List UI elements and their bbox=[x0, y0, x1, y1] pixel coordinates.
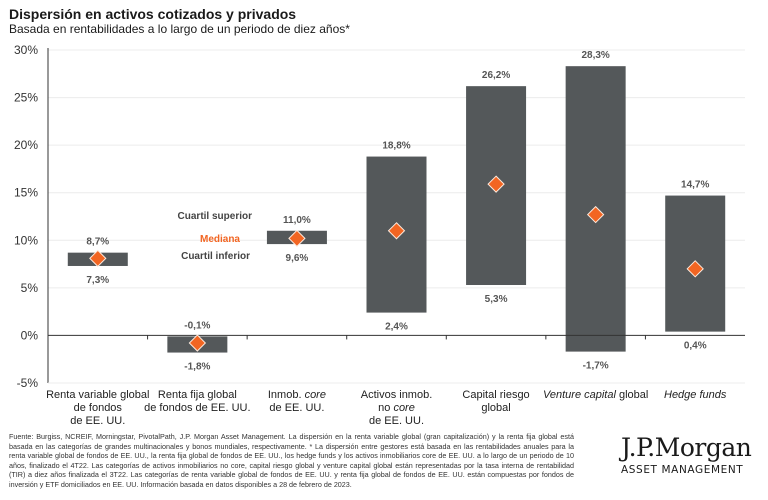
x-category-label: Hedge funds bbox=[635, 389, 755, 402]
median-marker bbox=[288, 229, 306, 248]
x-category-label-line: de fondos bbox=[73, 402, 122, 414]
y-tick-label: -5% bbox=[17, 376, 39, 390]
y-tick-label: 25% bbox=[14, 91, 38, 105]
italic-term: Hedge funds bbox=[664, 389, 727, 401]
y-tick-label: 20% bbox=[14, 138, 38, 152]
inline-legend: Cuartil superior Mediana Cuartil inferio… bbox=[178, 211, 253, 262]
median-marker bbox=[586, 205, 605, 224]
upper-quartile-label: 28,3% bbox=[581, 50, 609, 61]
x-category-label-line: Capital riesgo bbox=[462, 389, 530, 401]
x-category-label: Capital riesgo global bbox=[436, 389, 556, 415]
upper-quartile-label: 18,8% bbox=[382, 141, 410, 152]
lower-quartile-label: -1,7% bbox=[583, 361, 609, 372]
x-category-label-line: no core bbox=[378, 402, 415, 414]
x-category-label: Activos inmob. no core de EE. UU. bbox=[337, 389, 457, 428]
legend-median: Mediana bbox=[200, 234, 240, 245]
y-tick-label: 30% bbox=[14, 43, 38, 57]
legend-lower-quartile: Cuartil inferior bbox=[181, 251, 250, 262]
lower-quartile-label: -1,8% bbox=[184, 362, 210, 373]
source-footnote: Fuente: Burgiss, NCREIF, Morningstar, Pi… bbox=[9, 432, 574, 489]
data-labels: 8,7% 7,3% -0,1% -1,8% 11,0% 9,6% 18,8% 2,4% 26,2… bbox=[86, 50, 709, 372]
italic-term: core bbox=[393, 402, 415, 414]
range-bars bbox=[67, 66, 726, 353]
median-marker bbox=[686, 260, 704, 278]
jpmorgan-logo: J.P.Morgan ASSET MANAGEMENT bbox=[621, 433, 752, 477]
logo-subtitle: ASSET MANAGEMENT bbox=[621, 464, 744, 476]
median-marker bbox=[487, 175, 505, 193]
x-category-label-line: de EE. UU. bbox=[269, 402, 325, 414]
x-category-label-line: Renta fija global bbox=[157, 389, 237, 401]
chart-subtitle: Basada en rentabilidades a lo largo de u… bbox=[9, 22, 350, 36]
y-tick-label: 15% bbox=[14, 186, 38, 200]
lower-quartile-label: 7,3% bbox=[86, 275, 109, 286]
italic-term: core bbox=[304, 389, 326, 401]
lower-quartile-label: 2,4% bbox=[385, 322, 408, 333]
upper-quartile-label: 14,7% bbox=[681, 180, 709, 191]
axes bbox=[47, 48, 745, 384]
x-category-label: Renta fija global de fondos de EE. UU. bbox=[137, 389, 257, 415]
x-category-label-line: de EE. UU. bbox=[70, 415, 126, 427]
x-category-label-line: Venture capital global bbox=[542, 389, 649, 401]
upper-quartile-label: 8,7% bbox=[86, 237, 109, 248]
x-category-label: Inmob. core de EE. UU. bbox=[237, 389, 357, 415]
x-category-label-line: Hedge funds bbox=[635, 389, 755, 402]
y-tick-label: 0% bbox=[21, 328, 39, 342]
lower-quartile-label: 5,3% bbox=[485, 294, 508, 305]
upper-quartile-label: 11,0% bbox=[283, 215, 311, 226]
y-axis-ticks: 30% 25% 20% 15% 10% 5% 0% -5% bbox=[14, 43, 38, 390]
italic-term: Venture capital bbox=[542, 389, 616, 401]
x-category-label-line: Inmob. core bbox=[267, 389, 326, 401]
chart-title: Dispersión en activos cotizados y privad… bbox=[9, 6, 297, 22]
y-tick-label: 5% bbox=[21, 281, 39, 295]
upper-quartile-label: -0,1% bbox=[184, 320, 210, 331]
y-tick-label: 10% bbox=[14, 233, 38, 247]
x-category-label: Venture capital global bbox=[536, 389, 656, 402]
x-category-label: Renta variable global de fondos de EE. UU. bbox=[38, 389, 158, 428]
median-markers bbox=[89, 175, 704, 352]
median-marker bbox=[188, 334, 207, 352]
x-category-label-line: Activos inmob. bbox=[360, 389, 433, 401]
dispersion-chart: 30% 25% 20% 15% 10% 5% 0% -5% 8,7% 7,3% -0,1% -1,8… bbox=[14, 43, 745, 390]
logo-wordmark: J.P.Morgan bbox=[621, 433, 752, 462]
lower-quartile-label: 0,4% bbox=[684, 341, 707, 352]
median-marker bbox=[387, 222, 406, 240]
x-category-label-line: Renta variable global bbox=[46, 389, 150, 401]
median-marker bbox=[89, 249, 107, 268]
upper-quartile-label: 26,2% bbox=[482, 70, 510, 81]
x-category-label-line: de EE. UU. bbox=[368, 415, 425, 427]
lower-quartile-label: 9,6% bbox=[286, 253, 309, 264]
x-category-label-line: de fondos de EE. UU. bbox=[144, 402, 251, 414]
x-category-label-line: global bbox=[481, 402, 511, 414]
legend-upper-quartile: Cuartil superior bbox=[178, 211, 253, 222]
